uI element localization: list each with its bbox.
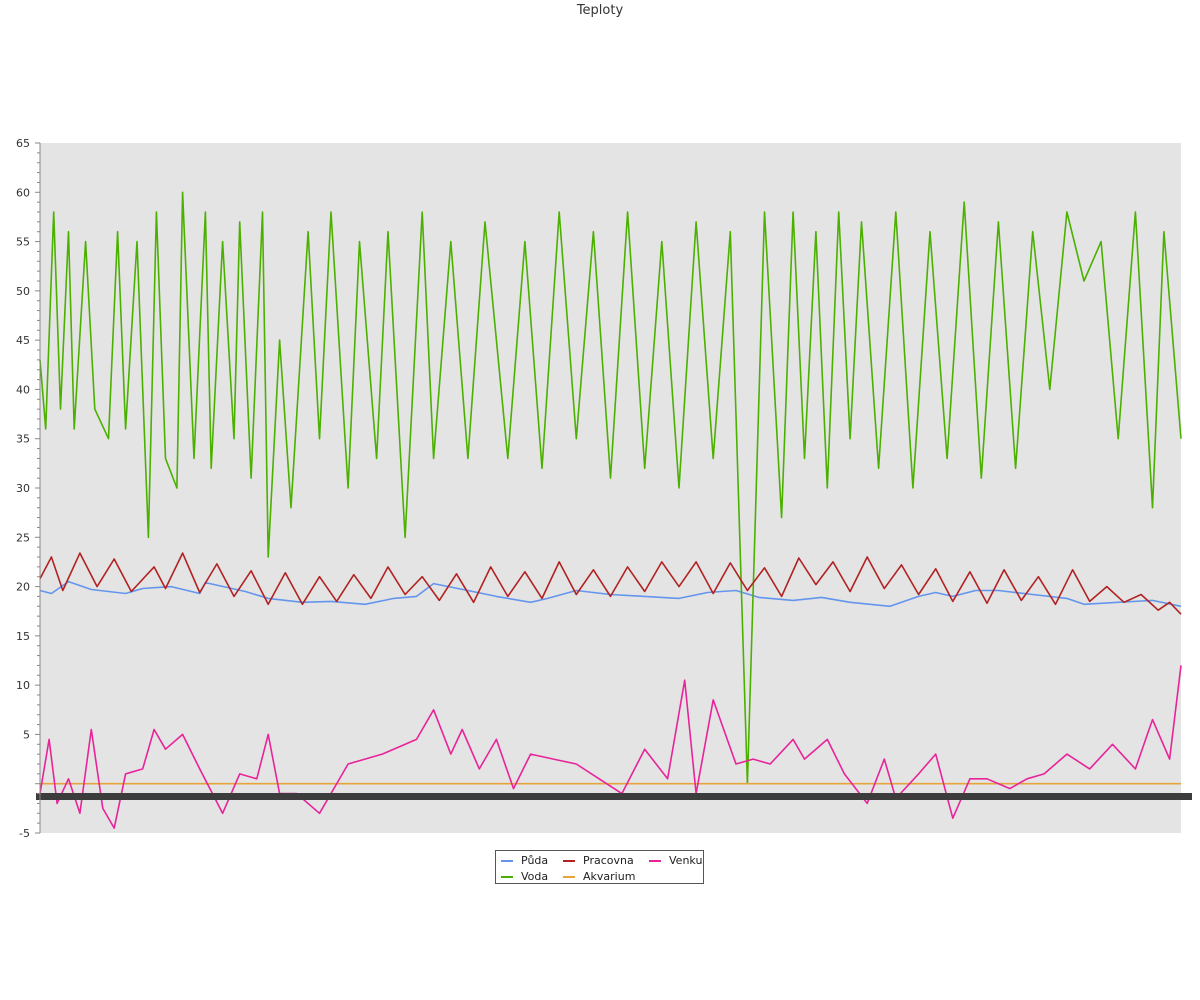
legend-swatch bbox=[501, 875, 513, 878]
y-tick-label: 40 bbox=[16, 383, 30, 396]
legend-swatch bbox=[649, 859, 661, 862]
legend-label: Půda bbox=[521, 854, 549, 867]
legend-label: Pracovna bbox=[583, 854, 634, 867]
y-tick-label: -5 bbox=[19, 827, 30, 840]
y-tick-label: 55 bbox=[16, 236, 30, 249]
y-tick-label: 30 bbox=[16, 482, 30, 495]
series-line-voda bbox=[39, 191, 1182, 785]
legend-entry: Pracovna bbox=[563, 854, 634, 867]
y-tick-label: 50 bbox=[16, 285, 30, 298]
legend-entry: Voda bbox=[501, 870, 548, 883]
y-tick-label: 65 bbox=[16, 137, 30, 150]
legend-entry: Venku bbox=[649, 854, 702, 867]
legend-label: Voda bbox=[521, 870, 549, 883]
chart-title: Teploty bbox=[576, 3, 624, 18]
y-axis: -5 5 10 15 20 25 30 35 40 45 50 55 60 65 bbox=[16, 137, 40, 840]
legend: Půda Voda Pracovna Akvarium Venku bbox=[495, 850, 704, 884]
y-tick-label: 5 bbox=[23, 728, 30, 741]
y-tick-label: 15 bbox=[16, 630, 30, 643]
legend-entry: Akvarium bbox=[563, 870, 635, 883]
y-tick-label: 10 bbox=[16, 679, 30, 692]
y-tick-label: 45 bbox=[16, 334, 30, 347]
series-line-pracovna bbox=[39, 552, 1182, 615]
legend-swatch bbox=[563, 859, 575, 862]
legend-entry: Půda bbox=[501, 854, 548, 867]
y-tick-label: 35 bbox=[16, 433, 30, 446]
x-axis-bar bbox=[36, 793, 1192, 800]
series-line-venku bbox=[39, 665, 1182, 829]
y-tick-label: 60 bbox=[16, 186, 30, 199]
y-tick-label: 25 bbox=[16, 531, 30, 544]
legend-swatch bbox=[563, 875, 575, 878]
legend-label: Venku bbox=[669, 854, 703, 867]
plot-area bbox=[40, 143, 1181, 833]
series-layer bbox=[39, 191, 1182, 829]
legend-label: Akvarium bbox=[583, 870, 636, 883]
series-line-puda bbox=[39, 580, 1182, 608]
legend-swatch bbox=[501, 859, 513, 862]
y-tick-label: 20 bbox=[16, 581, 30, 594]
